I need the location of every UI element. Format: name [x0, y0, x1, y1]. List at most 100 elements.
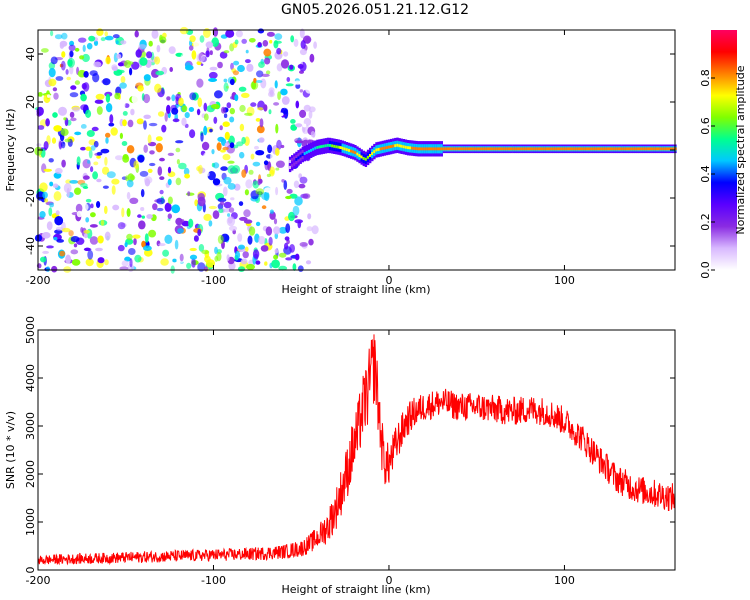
heatmap-noise-cell [147, 168, 153, 173]
heatmap-noise-cell [185, 192, 195, 196]
heatmap-noise-cell [273, 226, 281, 235]
heatmap-noise-cell [284, 236, 290, 241]
heatmap-signal-core-cell [463, 147, 467, 151]
heatmap-noise-cell [255, 80, 263, 83]
heatmap-noise-cell [184, 112, 190, 119]
heatmap-signal-core-cell [345, 148, 349, 152]
heatmap-noise-cell [223, 78, 228, 83]
heatmap-noise-cell [49, 202, 54, 208]
heatmap-signal-core-cell [623, 147, 627, 151]
heatmap-signal-core-cell [288, 163, 292, 166]
heatmap-noise-cell [178, 162, 187, 170]
heatmap-signal-core-cell [501, 147, 504, 151]
heatmap-signal-core-cell [653, 147, 656, 151]
snr-frame [37, 329, 676, 571]
heatmap-noise-cell [156, 197, 166, 205]
heatmap-noise-cell [115, 40, 119, 45]
heatmap-noise-cell [159, 176, 165, 181]
heatmap-noise-cell [69, 50, 74, 58]
heatmap-signal-core-cell [659, 147, 662, 151]
heatmap-signal-core-cell [409, 146, 412, 150]
heatmap-signal-core-cell [375, 148, 378, 152]
heatmap-noise-cell [273, 40, 279, 49]
heatmap-noise-cell [183, 167, 190, 176]
heatmap-signal-core-cell [535, 147, 538, 151]
heatmap-signal-core-cell [383, 146, 387, 150]
heatmap-noise-cell [295, 83, 301, 89]
heatmap-noise-cell [223, 50, 230, 54]
colorbar: 0.0 0.2 0.4 0.6 0.8 Normalized spectral ampl… [699, 30, 747, 279]
heatmap-signal-core-cell [312, 147, 315, 151]
heatmap-noise-cell [172, 258, 177, 263]
heatmap-noise-cell [45, 118, 50, 127]
colorbar-ticks: 0.0 0.2 0.4 0.6 0.8 [699, 69, 715, 279]
heatmap-noise-cell [80, 104, 89, 111]
heatmap-signal-core-cell [560, 147, 563, 151]
heatmap-noise-cell [39, 211, 46, 218]
heatmap-noise-cell [36, 143, 42, 147]
heatmap-noise-cell [203, 213, 212, 221]
heatmap-noise-cell [262, 40, 269, 47]
heatmap-noise-cell [269, 166, 276, 175]
heatmap-noise-cell [51, 137, 57, 144]
heatmap-noise-cell [85, 198, 92, 203]
heatmap-noise-cell [81, 83, 87, 90]
heatmap-noise-cell [191, 258, 196, 268]
heatmap-noise-cell [146, 51, 153, 59]
heatmap-noise-cell [217, 234, 224, 244]
heatmap-noise-cell [81, 53, 90, 63]
heatmap-noise-cell [105, 93, 111, 103]
colorbar-tick-label: 0.4 [699, 165, 712, 183]
heatmap-signal-core-cell [657, 147, 660, 151]
heatmap-noise-cell [180, 53, 190, 61]
heatmap-signal-core-cell [293, 159, 296, 163]
heatmap-noise-cell [275, 167, 280, 171]
heatmap-noise-cell [300, 40, 306, 49]
heatmap-noise-cell [221, 106, 226, 114]
heatmap-noise-cell [159, 189, 164, 195]
heatmap-noise-cell [166, 104, 171, 114]
heatmap-noise-cell [49, 181, 54, 187]
heatmap-noise-cell [208, 205, 217, 210]
heatmap-noise-cell [299, 242, 308, 247]
heatmap-noise-cell [64, 83, 69, 91]
heatmap-signal-core-cell [573, 147, 576, 151]
heatmap-noise-cell [45, 266, 51, 272]
heatmap-noise-cell [295, 100, 300, 109]
heatmap-noise-cell [206, 259, 215, 268]
colorbar-tick-label: 0.0 [699, 261, 712, 279]
heatmap-noise-cell [235, 30, 243, 38]
heatmap-noise-cell [144, 176, 153, 184]
heatmap-noise-cell [41, 232, 51, 239]
heatmap-noise-cell [271, 259, 280, 269]
heatmap-noise-cell [40, 256, 47, 263]
heatmap-noise-cell [53, 92, 59, 100]
heatmap-noise-cell [297, 64, 304, 69]
heatmap-noise-cell [308, 106, 316, 113]
heatmap-signal-core-cell [459, 147, 462, 151]
heatmap-noise-cell [162, 249, 170, 257]
heatmap-noise-cell [289, 93, 297, 100]
heatmap-noise-cell [293, 180, 300, 189]
heatmap-noise-cell [283, 180, 288, 190]
heatmap-signal-core-cell [518, 147, 521, 151]
heatmap-noise-cell [126, 233, 133, 241]
heatmap-noise-cell [146, 214, 153, 219]
heatmap-noise-cell [86, 130, 95, 137]
heatmap-noise-cell [189, 92, 197, 101]
heatmap-noise-cell [142, 103, 149, 110]
heatmap-noise-cell [257, 42, 262, 48]
heatmap-noise-cell [42, 250, 49, 254]
heatmap-noise-cell [122, 119, 127, 127]
heatmap-signal-core-cell [320, 145, 323, 148]
heatmap-noise-cell [96, 151, 103, 156]
heatmap-noise-cell [197, 228, 202, 237]
heatmap-noise-cell [209, 66, 218, 71]
heatmap-noise-cell [154, 56, 161, 65]
heatmap-noise-cell [290, 112, 299, 119]
heatmap-noise-cell [302, 123, 307, 128]
heatmap-noise-cell [288, 211, 295, 222]
heatmap-noise-cell [93, 140, 99, 148]
heatmap-noise-cell [108, 122, 115, 127]
heatmap-noise-cell [69, 111, 75, 118]
